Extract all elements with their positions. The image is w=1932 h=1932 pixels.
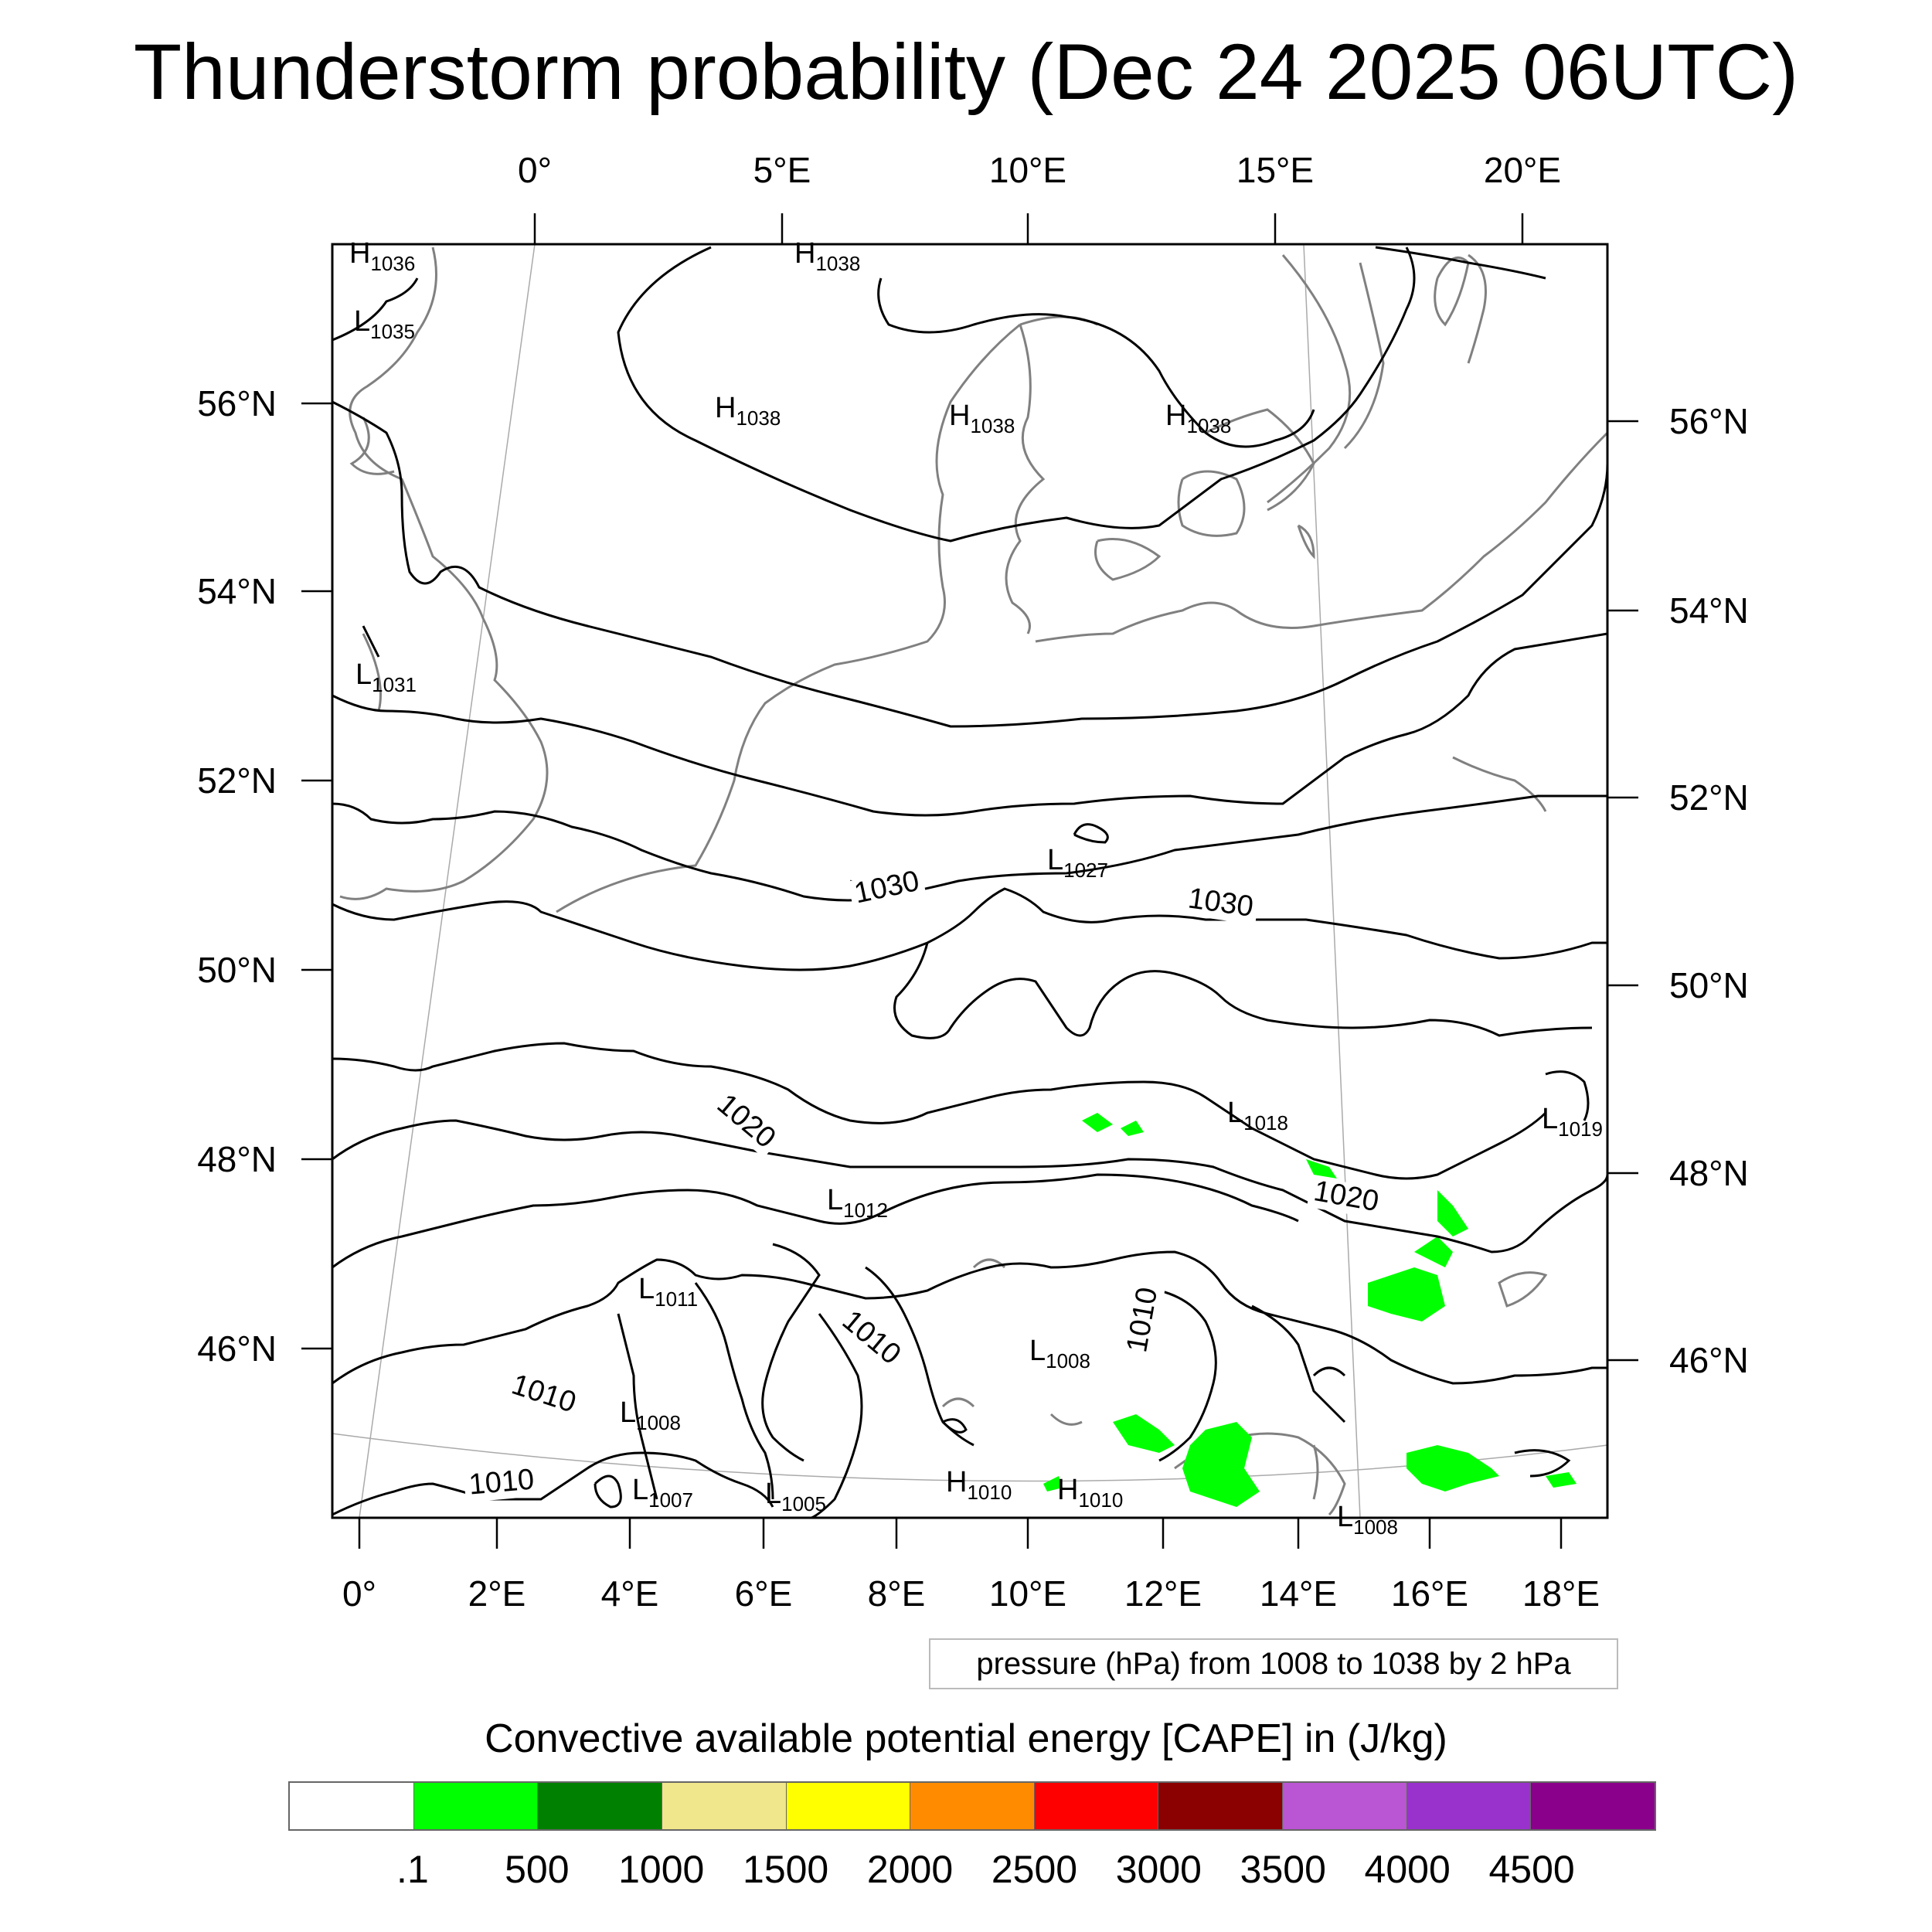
pressure-marker: H1038	[1165, 400, 1231, 437]
contour-label-bg	[503, 1369, 583, 1422]
pressure-marker: H1038	[794, 237, 860, 275]
colorbar-label: 1500	[743, 1848, 829, 1891]
right-tick-label: 52°N	[1669, 777, 1749, 818]
contour-label: 1010	[1121, 1285, 1164, 1355]
right-tick-label: 54°N	[1669, 590, 1749, 631]
pressure-marker: L1031	[355, 658, 417, 696]
pressure-marker: L1008	[620, 1396, 681, 1434]
left-tick-label: 46°N	[197, 1328, 277, 1369]
colorbar-box	[1158, 1783, 1284, 1829]
bottom-tick-label: 2°E	[468, 1573, 526, 1614]
bottom-tick-label: 10°E	[989, 1573, 1066, 1614]
pressure-marker: H1038	[715, 392, 781, 430]
right-tick-label: 50°N	[1669, 965, 1749, 1005]
colorbar-box	[662, 1783, 787, 1829]
contour-info-box: pressure (hPa) from 1008 to 1038 by 2 hP…	[929, 1638, 1618, 1689]
colorbar-box	[413, 1783, 539, 1829]
colorbar-label: 2500	[991, 1848, 1078, 1891]
bottom-tick-label: 12°E	[1124, 1573, 1202, 1614]
pressure-marker: L1008	[1337, 1501, 1398, 1539]
top-tick-label: 15°E	[1236, 150, 1314, 190]
colorbar	[288, 1781, 1656, 1831]
colorbar-box	[1406, 1783, 1532, 1829]
colorbar-label: 4500	[1488, 1848, 1575, 1891]
colorbar-label: 500	[505, 1848, 570, 1891]
colorbar-label: 3000	[1115, 1848, 1202, 1891]
contour-label: 1030	[852, 865, 922, 910]
cape-shading	[1043, 1113, 1577, 1507]
colorbar-labels: .1 500 1000 1500 2000 2500 3000 3500 4000 4500	[0, 1847, 1932, 1901]
colorbar-title: Convective available potential energy [C…	[485, 1716, 1447, 1761]
top-tick-label: 10°E	[989, 150, 1066, 190]
pressure-marker: H1010	[946, 1466, 1012, 1504]
pressure-marker: L1005	[765, 1478, 826, 1515]
pressure-marker: L1018	[1227, 1097, 1288, 1134]
pressure-marker: L1035	[354, 305, 415, 343]
left-tick-label: 48°N	[197, 1139, 277, 1179]
contour-label-bg	[463, 1464, 540, 1503]
top-tick-label: 5°E	[753, 150, 811, 190]
colorbar-box	[538, 1783, 662, 1829]
colorbar-label: 1000	[618, 1848, 705, 1891]
right-tick-label: 48°N	[1669, 1153, 1749, 1193]
isobars	[332, 246, 1609, 1519]
left-tick-label: 52°N	[197, 760, 277, 801]
left-tick-label: 54°N	[197, 571, 277, 611]
bottom-tick-label: 8°E	[868, 1573, 926, 1614]
contour-label-bg	[1122, 1281, 1166, 1360]
contour-label-bg	[706, 1087, 784, 1158]
colorbar-box	[290, 1783, 414, 1829]
bottom-tick-label: 6°E	[735, 1573, 793, 1614]
pressure-marker: L1011	[638, 1273, 698, 1311]
axis-ticks	[301, 213, 1638, 1549]
top-tick-label: 0°	[518, 150, 552, 190]
right-tick-label: 56°N	[1669, 401, 1749, 441]
pressure-marker: L1008	[1029, 1335, 1090, 1372]
contour-label: 1010	[468, 1463, 536, 1501]
contour-label-bg	[1182, 883, 1260, 925]
pressure-marker: L1012	[827, 1184, 888, 1222]
contour-label-bg	[847, 866, 927, 912]
coastlines	[339, 247, 1609, 1516]
bottom-tick-label: 18°E	[1522, 1573, 1600, 1614]
bottom-tick-label: 0°	[342, 1573, 376, 1614]
pressure-markers: H1036 L1035 H1038 H1038 H1038 H1038 L1031 L1027…	[349, 237, 1603, 1539]
contour-label: 1020	[1311, 1175, 1382, 1218]
colorbar-label: 4000	[1364, 1848, 1451, 1891]
map-title: Thunderstorm probability (Dec 24 2025 06…	[133, 28, 1799, 116]
contour-label-bg	[1306, 1176, 1386, 1220]
colorbar-box	[1034, 1783, 1159, 1829]
map-frame	[331, 243, 1609, 1519]
axis-tick-labels: 0° 5°E 10°E 15°E 20°E 0° 2°E 4°E 6°E 8°E 10°E 12°E 1…	[197, 150, 1749, 1614]
left-tick-label: 50°N	[197, 950, 277, 990]
pressure-marker: L1027	[1047, 844, 1108, 882]
bottom-tick-label: 16°E	[1391, 1573, 1468, 1614]
top-tick-label: 20°E	[1484, 150, 1561, 190]
bottom-tick-label: 4°E	[601, 1573, 659, 1614]
pressure-marker: L1019	[1542, 1103, 1603, 1141]
colorbar-label: 3500	[1240, 1848, 1326, 1891]
colorbar-box	[910, 1783, 1035, 1829]
colorbar-box	[786, 1783, 911, 1829]
contour-label-bg	[832, 1303, 910, 1375]
right-tick-label: 46°N	[1669, 1340, 1749, 1380]
colorbar-label: .1	[396, 1848, 429, 1891]
pressure-marker: H1038	[949, 400, 1015, 437]
colorbar-box	[1283, 1783, 1407, 1829]
pressure-marker: H1010	[1057, 1474, 1123, 1512]
pressure-marker: L1007	[632, 1474, 693, 1512]
pressure-marker: H1036	[349, 237, 415, 275]
bottom-tick-label: 14°E	[1260, 1573, 1337, 1614]
left-tick-label: 56°N	[197, 383, 277, 423]
colorbar-label: 2000	[866, 1848, 954, 1891]
colorbar-box	[1531, 1783, 1655, 1829]
